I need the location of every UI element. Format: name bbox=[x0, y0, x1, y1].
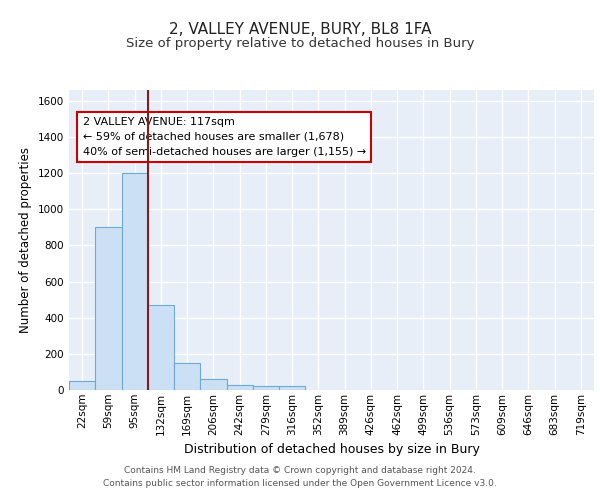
Y-axis label: Number of detached properties: Number of detached properties bbox=[19, 147, 32, 333]
Text: Size of property relative to detached houses in Bury: Size of property relative to detached ho… bbox=[126, 38, 474, 51]
Bar bbox=[174, 363, 200, 390]
Bar bbox=[253, 386, 279, 390]
Bar bbox=[148, 305, 174, 390]
Text: 2 VALLEY AVENUE: 117sqm
← 59% of detached houses are smaller (1,678)
40% of semi: 2 VALLEY AVENUE: 117sqm ← 59% of detache… bbox=[83, 117, 366, 156]
Text: Contains HM Land Registry data © Crown copyright and database right 2024.
Contai: Contains HM Land Registry data © Crown c… bbox=[103, 466, 497, 487]
Text: 2, VALLEY AVENUE, BURY, BL8 1FA: 2, VALLEY AVENUE, BURY, BL8 1FA bbox=[169, 22, 431, 38]
X-axis label: Distribution of detached houses by size in Bury: Distribution of detached houses by size … bbox=[184, 443, 479, 456]
Bar bbox=[227, 384, 253, 390]
Bar bbox=[279, 386, 305, 390]
Bar bbox=[95, 228, 121, 390]
Bar bbox=[200, 379, 227, 390]
Bar bbox=[69, 381, 95, 390]
Bar bbox=[121, 173, 148, 390]
